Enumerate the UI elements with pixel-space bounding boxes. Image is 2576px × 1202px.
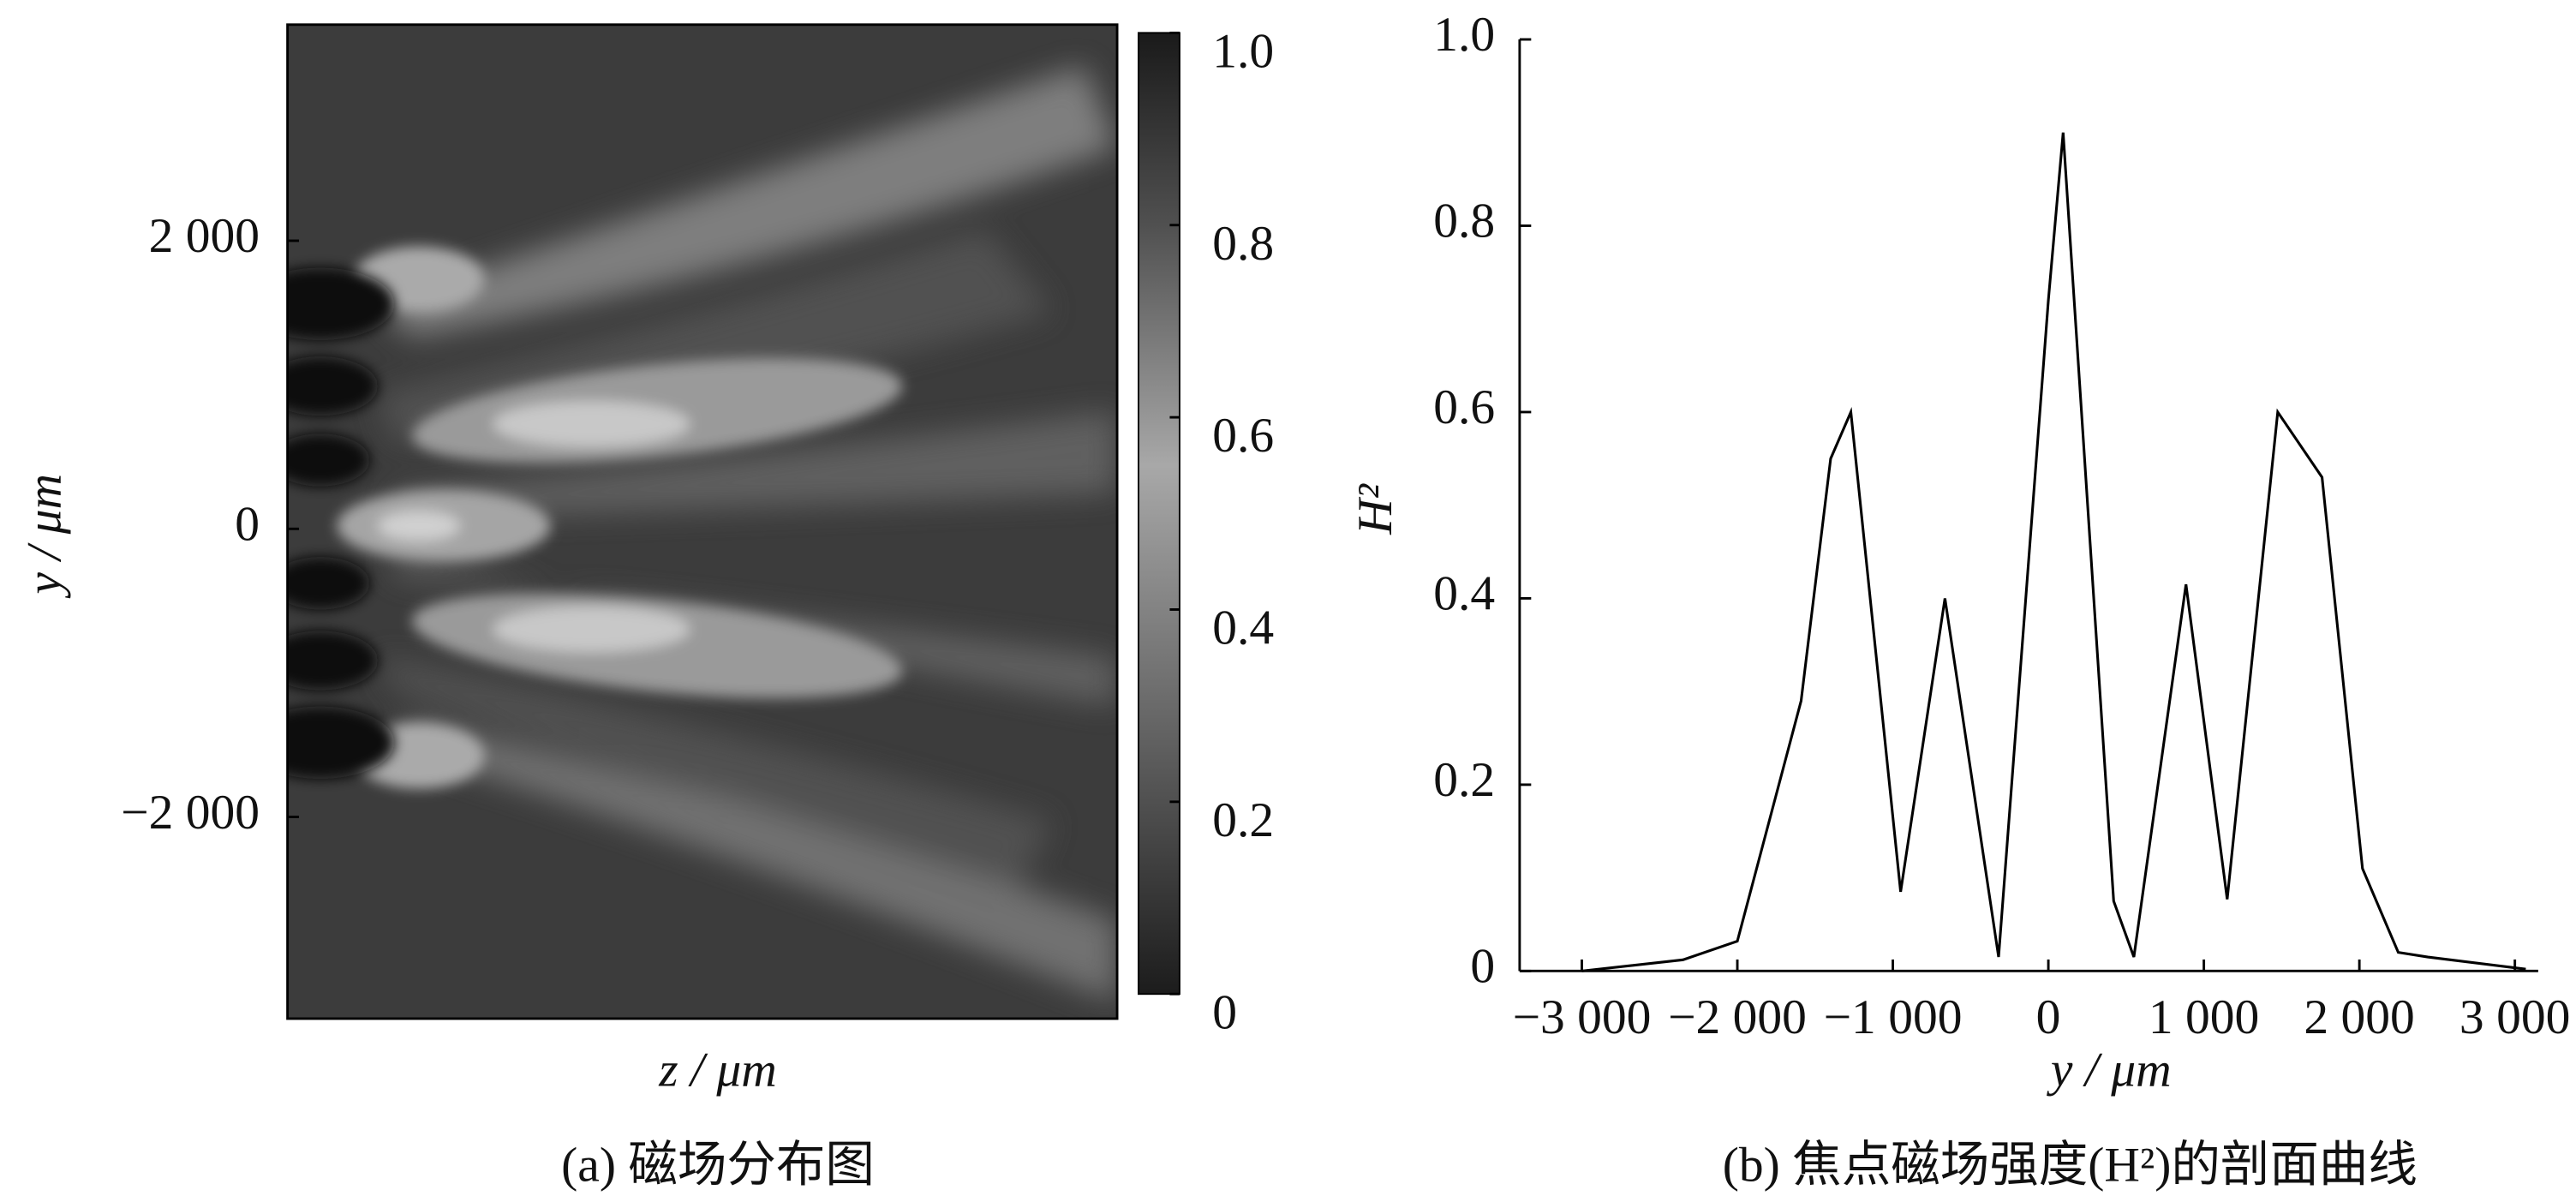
y-tick-label: 0.6 (1433, 380, 1495, 434)
caption: (b) 焦点磁场强度(H²)的剖面曲线 (1723, 1139, 2418, 1193)
colorbar-tick-label: 0.2 (1212, 793, 1274, 847)
heatmap-frame (286, 23, 1119, 1020)
x-tick-label: −3 000 (1513, 990, 1652, 1044)
heatmap-image (287, 24, 1118, 1019)
colorbar-tick-label: 1.0 (1212, 24, 1274, 78)
y-tick-label: 1.0 (1433, 8, 1495, 62)
colorbar-tick-label: 0.4 (1212, 601, 1274, 655)
colorbar-tick-label: 0.6 (1212, 409, 1274, 463)
y-axis-label: y / μm (18, 474, 72, 599)
x-tick-label: 1 000 (2149, 990, 2259, 1044)
line-series (1581, 132, 2526, 972)
x-tick-label: 0 (2036, 990, 2061, 1044)
x-tick-label: 3 000 (2459, 990, 2570, 1044)
y-tick-label: 0 (1470, 940, 1495, 994)
colorbar-tick-label: 0.8 (1212, 217, 1274, 271)
y-tick-label: 2 000 (149, 209, 260, 263)
x-tick-label: 2 000 (2304, 990, 2414, 1044)
x-tick-label: −2 000 (1668, 990, 1807, 1044)
y-tick-label: 0.8 (1433, 194, 1495, 248)
y-axis-label: H² (1348, 483, 1402, 535)
x-axis-label: z / μm (658, 1043, 777, 1097)
y-tick-label: 0.2 (1433, 753, 1495, 807)
y-tick-label: −2 000 (121, 786, 260, 840)
y-tick-label: 0.4 (1433, 567, 1495, 621)
colorbar-tick-label: 0 (1212, 985, 1237, 1039)
caption: (a) 磁场分布图 (561, 1139, 875, 1193)
colorbar (1138, 32, 1180, 996)
x-axis-label: y / μm (2047, 1043, 2172, 1097)
y-tick-label: 0 (235, 497, 260, 551)
x-tick-label: −1 000 (1824, 990, 1963, 1044)
